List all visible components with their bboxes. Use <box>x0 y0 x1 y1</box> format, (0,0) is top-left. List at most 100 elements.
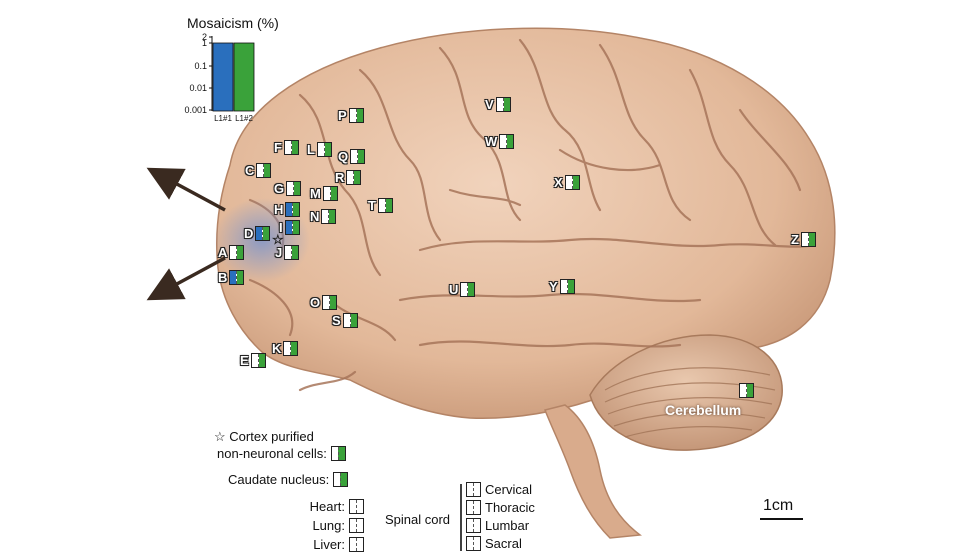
legend-star-line1: ☆ Cortex purified <box>214 429 314 445</box>
legend-organ-label: Lung: <box>312 518 345 533</box>
region-mosaicism-box <box>495 97 511 112</box>
region-mosaicism-box <box>321 209 337 224</box>
region-bar-fill <box>358 150 365 163</box>
legend-star-box <box>330 446 346 461</box>
region-label: Y <box>549 279 558 294</box>
empty-mosaicism-box <box>466 536 481 551</box>
region-bar-l1_2 <box>353 171 361 184</box>
region-mosaicism-box <box>377 198 393 213</box>
legend-caudate: Caudate nucleus: <box>228 472 349 487</box>
region-bar-fill <box>356 109 363 122</box>
region-bar-fill <box>286 203 293 216</box>
region-label: S <box>332 313 341 328</box>
legend-star-icon: ☆ <box>214 429 226 444</box>
inset-title: Mosaicism (%) <box>187 15 279 31</box>
region-bar-fill <box>572 176 579 189</box>
inset-tick-label: 0.001 <box>184 105 207 115</box>
scale-bar-label: 1cm <box>763 497 794 514</box>
region-label: H <box>274 202 284 217</box>
region-mosaicism-box <box>285 202 301 217</box>
legend-caudate-box <box>333 472 349 487</box>
region-bar-fill <box>503 98 510 111</box>
region-v: V <box>485 97 511 112</box>
region-bar-fill <box>237 271 244 284</box>
region-mosaicism-box <box>499 134 515 149</box>
region-bar-l1_2 <box>807 233 815 246</box>
region-bar-l1_2 <box>566 280 574 293</box>
region-mosaicism-box <box>559 279 575 294</box>
region-mosaicism-box <box>460 282 476 297</box>
region-bar-l1_2 <box>257 354 265 367</box>
region-label: Q <box>338 149 349 164</box>
region-s: S <box>332 313 358 328</box>
region-label: Z <box>791 232 799 247</box>
legend-star-line2: non-neuronal cells: <box>217 446 346 461</box>
region-n: N <box>310 209 337 224</box>
region-label: C <box>245 163 255 178</box>
inset-bar-label: L1#1 <box>214 114 232 123</box>
region-q: Q <box>338 149 366 164</box>
region-e: E <box>240 353 266 368</box>
inset-tick-label: 0.1 <box>194 61 207 71</box>
region-bar-l1_2 <box>502 98 510 111</box>
region-bar-fill <box>256 227 263 240</box>
region-bar-l1_2 <box>329 187 337 200</box>
region-bar-fill <box>324 143 331 156</box>
cerebellum-label: Cerebellum <box>665 402 742 418</box>
region-bar-l1_2 <box>292 203 300 216</box>
region-r: R <box>335 170 362 185</box>
region-t: T <box>368 198 393 213</box>
region-d: D <box>244 226 271 241</box>
legend-spinal-label: Thoracic <box>485 500 535 515</box>
region-bar-l1_1 <box>285 221 292 234</box>
empty-mosaicism-box <box>466 500 481 515</box>
region-u: U <box>449 282 476 297</box>
legend-spinal-row: Cervical <box>466 482 532 497</box>
region-cerebellum-marker <box>739 383 754 398</box>
region-mosaicism-box <box>564 175 580 190</box>
region-label: X <box>554 175 563 190</box>
arrow-down <box>146 256 226 301</box>
region-bar-fill <box>808 233 815 246</box>
region-w: W <box>485 134 515 149</box>
region-mosaicism-box <box>346 170 362 185</box>
region-label: K <box>272 341 282 356</box>
region-mosaicism-box <box>322 295 338 310</box>
region-bar-l1_2 <box>467 283 475 296</box>
empty-mosaicism-box <box>349 518 364 533</box>
region-bar-fill <box>264 164 271 177</box>
legend-spinal-label: Cervical <box>485 482 532 497</box>
region-bar-fill <box>291 342 298 355</box>
legend-organ-row: Lung: <box>312 518 364 533</box>
inset-tick-label: 2 <box>202 33 207 42</box>
legend-star-line2-label: non-neuronal cells: <box>217 446 327 461</box>
region-o: O <box>310 295 338 310</box>
region-label: R <box>335 170 345 185</box>
inset-tick-label: 1 <box>202 38 207 48</box>
region-label: E <box>240 353 249 368</box>
region-label: O <box>310 295 321 310</box>
legend-spinal-row: Lumbar <box>466 518 529 533</box>
region-label: G <box>274 181 285 196</box>
region-label: N <box>310 209 320 224</box>
region-mosaicism-box <box>342 313 358 328</box>
region-g: G <box>274 181 302 196</box>
region-a: A <box>218 245 245 260</box>
region-z: Z <box>791 232 816 247</box>
region-bar-fill <box>468 283 475 296</box>
region-bar-fill <box>747 384 753 397</box>
region-mosaicism-box <box>284 220 300 235</box>
region-label: F <box>274 140 282 155</box>
region-label: T <box>368 198 376 213</box>
region-bar-fill <box>293 203 300 216</box>
inset-bar <box>212 42 234 112</box>
region-bar-fill <box>237 246 244 259</box>
empty-mosaicism-box <box>466 518 481 533</box>
region-bar-fill <box>329 210 336 223</box>
empty-mosaicism-box <box>349 499 364 514</box>
sulci <box>248 38 817 392</box>
region-b: B <box>218 270 245 285</box>
legend-star-label: Cortex purified <box>229 429 314 444</box>
region-bar-l1_2 <box>236 271 244 284</box>
empty-mosaicism-box <box>349 537 364 552</box>
